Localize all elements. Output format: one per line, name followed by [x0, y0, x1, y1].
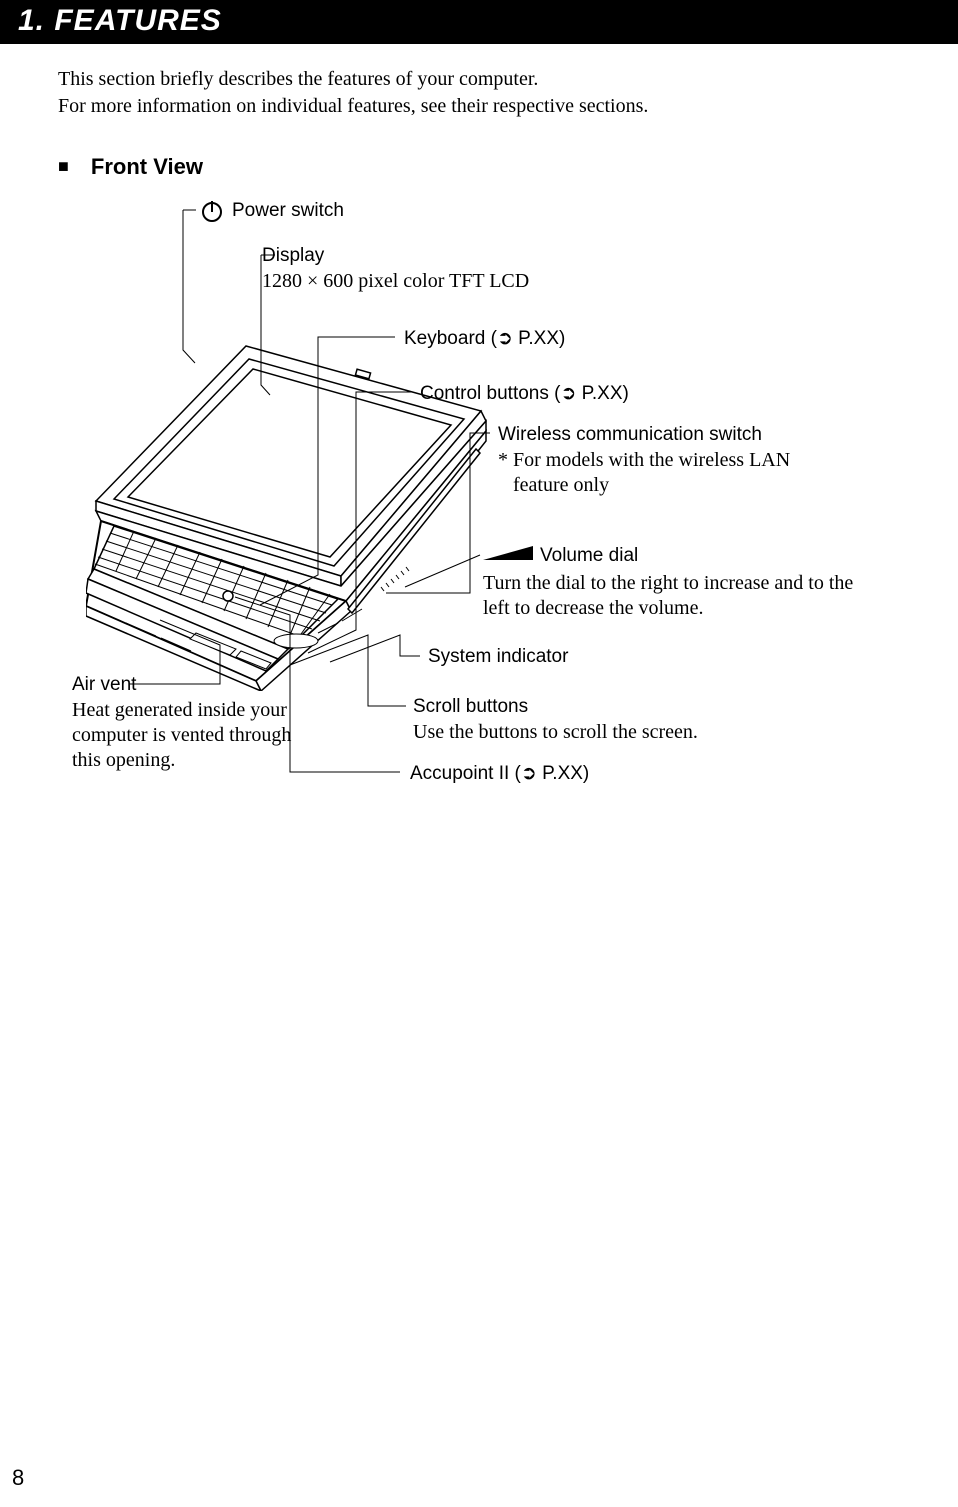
label-accupoint: Accupoint II (➲ P.XX) [410, 762, 589, 785]
section-header: 1. FEATURES [0, 0, 958, 44]
desc-wireless: * For models with the wireless LAN featu… [498, 448, 790, 498]
page-number: 8 [12, 1465, 24, 1491]
label-scroll-buttons: Scroll buttons [413, 696, 528, 718]
label-power-switch: Power switch [232, 200, 344, 222]
label-display: Display [262, 245, 324, 267]
subheading-text: Front View [91, 154, 203, 179]
desc-scroll: Use the buttons to scroll the screen. [413, 720, 698, 745]
laptop-illustration [86, 311, 506, 691]
desc-air-vent: Heat generated inside your computer is v… [72, 698, 291, 773]
label-system-indicator: System indicator [428, 646, 568, 668]
label-control-buttons: Control buttons (➲ P.XX) [420, 382, 629, 405]
intro-line2: For more information on individual featu… [58, 93, 958, 120]
desc-display: 1280 × 600 pixel color TFT LCD [262, 269, 529, 294]
label-keyboard: Keyboard (➲ P.XX) [404, 327, 565, 350]
label-wireless-switch: Wireless communication switch [498, 424, 762, 446]
front-view-heading: ■ Front View [0, 120, 958, 180]
intro-line1: This section briefly describes the featu… [58, 66, 958, 93]
label-volume-dial: Volume dial [540, 545, 638, 567]
front-view-diagram: Power switch Display 1280 × 600 pixel co… [0, 185, 958, 825]
label-air-vent: Air vent [72, 674, 136, 696]
volume-dial-icon [483, 546, 533, 564]
bullet-icon: ■ [58, 156, 69, 176]
desc-volume: Turn the dial to the right to increase a… [483, 571, 853, 621]
intro-text: This section briefly describes the featu… [0, 44, 958, 120]
power-icon [200, 199, 224, 223]
